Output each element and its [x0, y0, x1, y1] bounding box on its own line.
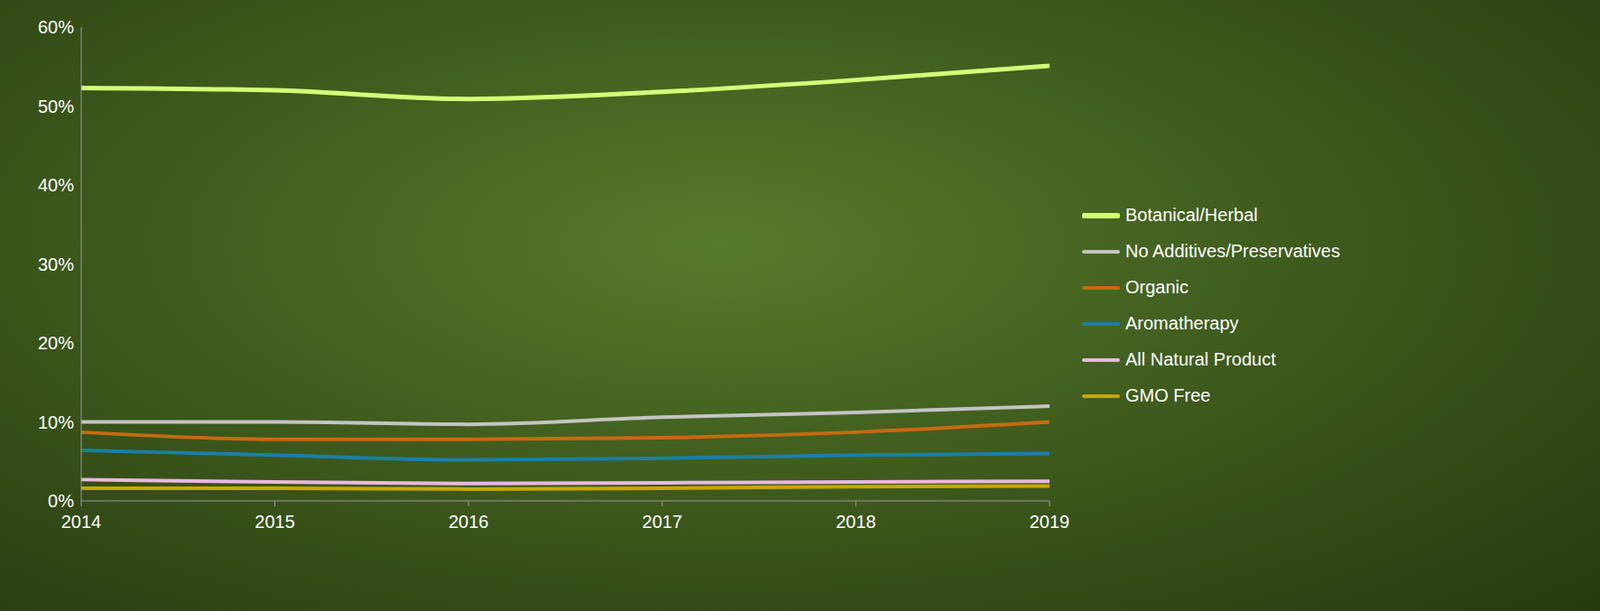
svg-text:30%: 30%	[37, 254, 74, 275]
svg-text:2014: 2014	[61, 511, 102, 532]
html-text:GMO Free: GMO Free	[1125, 385, 1211, 406]
html-text:Organic: Organic	[1125, 277, 1189, 297]
html-text:Aromatherapy: Aromatherapy	[1125, 313, 1239, 333]
svg-text:50%: 50%	[37, 96, 74, 117]
svg-text:0%: 0%	[47, 490, 74, 511]
svg-text:10%: 10%	[37, 412, 74, 433]
svg-text:60%: 60%	[37, 17, 74, 37]
svg-text:40%: 40%	[37, 175, 74, 195]
html-text:All Natural Product: All Natural Product	[1125, 349, 1276, 370]
svg-text:2015: 2015	[254, 511, 296, 532]
html-text:No Additives/Preservatives: No Additives/Preservatives	[1125, 240, 1341, 261]
svg-text:2017: 2017	[642, 511, 684, 532]
svg-text:20%: 20%	[37, 332, 74, 353]
html-text:Botanical/Herbal: Botanical/Herbal	[1125, 204, 1258, 225]
svg-text:2018: 2018	[835, 511, 877, 532]
svg-text:2019: 2019	[1029, 511, 1071, 532]
svg-text:2016: 2016	[448, 511, 490, 532]
